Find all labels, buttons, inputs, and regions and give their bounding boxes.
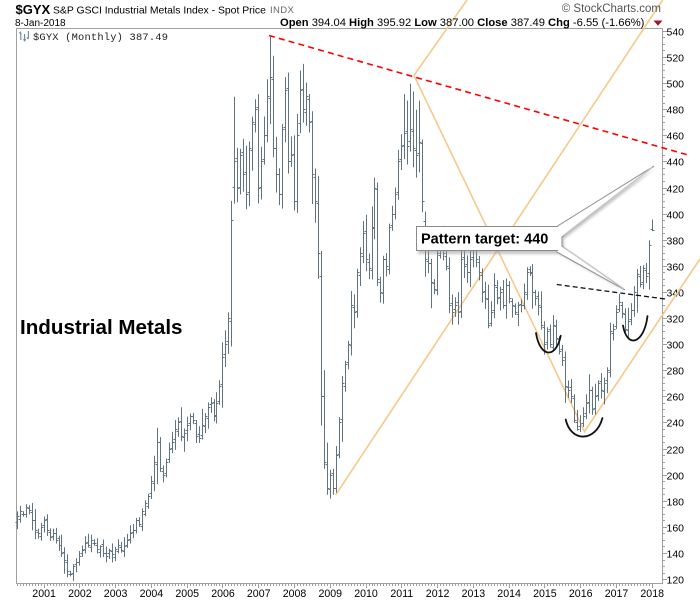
svg-text:8-Jan-2018: 8-Jan-2018 [15, 18, 66, 29]
svg-text:320: 320 [667, 314, 685, 326]
svg-text:380: 380 [667, 236, 685, 248]
svg-text:2017: 2017 [605, 588, 629, 600]
svg-text:Open 394.04 High 395.92 Low 38: Open 394.04 High 395.92 Low 387.00 Close… [280, 17, 645, 29]
svg-text:280: 280 [667, 366, 685, 378]
svg-text:400: 400 [667, 210, 685, 222]
svg-text:520: 520 [667, 53, 685, 65]
svg-text:200: 200 [667, 471, 685, 483]
svg-text:2015: 2015 [533, 588, 557, 600]
svg-text:2002: 2002 [68, 588, 92, 600]
svg-text:2011: 2011 [390, 588, 413, 600]
svg-text:2001: 2001 [32, 588, 56, 600]
svg-text:© StockCharts.com: © StockCharts.com [562, 3, 661, 15]
svg-text:2009: 2009 [319, 588, 343, 600]
svg-text:2018: 2018 [640, 588, 664, 600]
svg-text:540: 540 [667, 27, 685, 39]
svg-text:300: 300 [667, 340, 685, 352]
svg-text:440: 440 [667, 157, 685, 169]
svg-text:480: 480 [667, 105, 685, 117]
svg-text:220: 220 [667, 445, 685, 457]
svg-text:340: 340 [667, 288, 685, 300]
svg-text:2010: 2010 [354, 588, 378, 600]
svg-text:500: 500 [667, 79, 685, 91]
svg-text:$GYX: $GYX [16, 2, 51, 17]
svg-text:2007: 2007 [247, 588, 271, 600]
svg-text:Pattern target: 440: Pattern target: 440 [421, 232, 548, 248]
svg-text:2008: 2008 [283, 588, 307, 600]
svg-text:S&P GSCI Industrial Metals Ind: S&P GSCI Industrial Metals Index - Spot … [53, 6, 266, 17]
svg-text:420: 420 [667, 184, 685, 196]
svg-text:2003: 2003 [104, 588, 128, 600]
svg-text:$GYX (Monthly) 387.49: $GYX (Monthly) 387.49 [33, 32, 168, 44]
svg-text:120: 120 [667, 575, 685, 587]
svg-text:140: 140 [667, 549, 685, 561]
svg-text:2016: 2016 [569, 588, 593, 600]
svg-text:2013: 2013 [462, 588, 486, 600]
svg-text:2004: 2004 [140, 588, 164, 600]
svg-text:2005: 2005 [175, 588, 199, 600]
svg-text:460: 460 [667, 131, 685, 143]
svg-text:2006: 2006 [211, 588, 235, 600]
svg-text:180: 180 [667, 497, 685, 509]
svg-text:Industrial Metals: Industrial Metals [20, 316, 183, 339]
svg-text:160: 160 [667, 523, 685, 535]
svg-text:2012: 2012 [426, 588, 450, 600]
svg-text:240: 240 [667, 418, 685, 430]
svg-text:INDX: INDX [270, 5, 295, 16]
svg-text:260: 260 [667, 392, 685, 404]
svg-text:2014: 2014 [497, 588, 521, 600]
svg-text:360: 360 [667, 262, 685, 274]
